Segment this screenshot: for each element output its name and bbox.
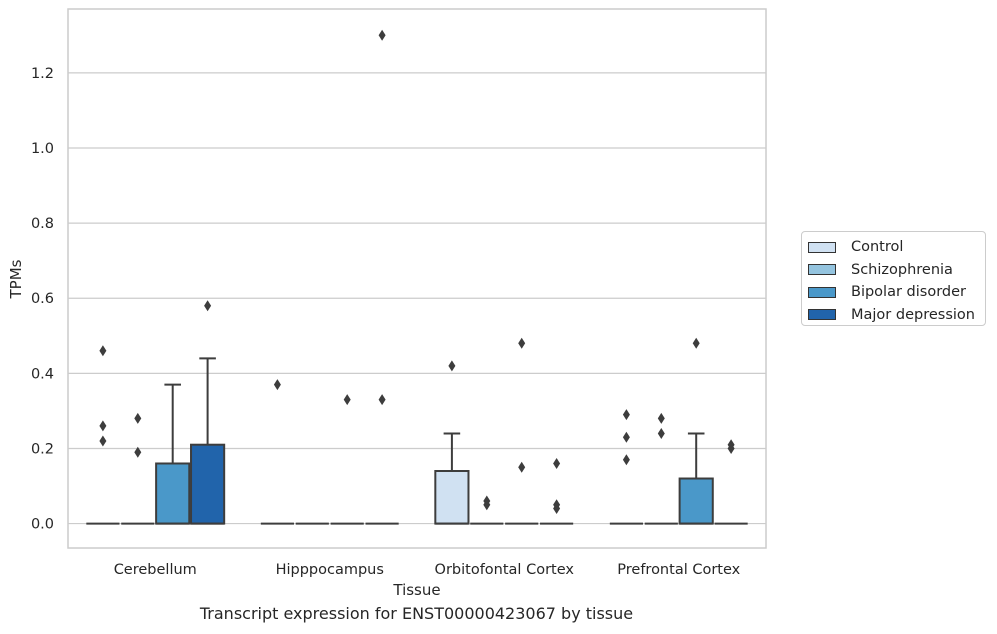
y-tick-label: 1.0 [31, 141, 54, 157]
x-tick-label: Orbitofontal Cortex [435, 562, 575, 578]
outlier-point [657, 427, 665, 439]
legend-swatch-major-depression [808, 309, 836, 321]
box [678, 477, 714, 525]
legend-item: Schizophrenia [808, 259, 985, 282]
box-series [86, 29, 748, 525]
outlier-point [99, 435, 107, 447]
outlier-point [692, 337, 700, 349]
legend-item: Major depression [808, 304, 985, 327]
legend: Control Schizophrenia Bipolar disorder M… [801, 231, 986, 326]
box [155, 462, 191, 525]
y-tick-label: 0.0 [31, 517, 54, 533]
x-tick-label: Cerebellum [114, 562, 197, 578]
legend-label: Control [851, 239, 904, 256]
outlier-point [378, 394, 386, 406]
figure-caption: Transcript expression for ENST0000042306… [199, 604, 634, 623]
legend-label: Bipolar disorder [851, 284, 966, 301]
y-tick-label: 0.2 [31, 441, 54, 457]
y-tick-label: 0.8 [31, 216, 54, 232]
outlier-point [622, 409, 630, 421]
outlier-point [134, 446, 142, 458]
legend-item: Control [808, 236, 985, 259]
legend-swatch-schizophrenia [808, 264, 836, 276]
outlier-point [343, 394, 351, 406]
outlier-point [727, 442, 735, 454]
legend-label: Major depression [851, 306, 975, 323]
legend-label: Schizophrenia [851, 261, 953, 278]
y-tick-label: 1.2 [31, 66, 54, 82]
x-tick-label: Hipppocampus [276, 562, 384, 578]
legend-item: Bipolar disorder [808, 281, 985, 304]
outlier-point [99, 345, 107, 357]
x-tick-labels: Cerebellum Hipppocampus Orbitofontal Corte… [114, 562, 741, 578]
outlier-point [622, 454, 630, 466]
plot-area [67, 8, 767, 549]
outlier-point [378, 29, 386, 41]
y-tick-labels: 0.0 0.2 0.4 0.6 0.8 1.0 1.2 [31, 66, 54, 533]
outlier-point [99, 420, 107, 432]
box [434, 470, 470, 525]
box [190, 443, 226, 525]
outlier-point [553, 457, 561, 469]
outlier-point [518, 337, 526, 349]
outlier-point [553, 503, 561, 515]
y-axis-label: TPMs [7, 259, 25, 299]
outlier-point [204, 300, 212, 312]
x-axis-label: Tissue [392, 581, 440, 599]
y-tick-label: 0.6 [31, 291, 54, 307]
x-tick-label: Prefrontal Cortex [617, 562, 740, 578]
outlier-point [518, 461, 526, 473]
outlier-point [622, 431, 630, 443]
y-tick-label: 0.4 [31, 366, 54, 382]
outlier-point [448, 360, 456, 372]
outlier-point [273, 379, 281, 391]
outlier-point [657, 412, 665, 424]
legend-swatch-bipolar-disorder [808, 286, 836, 298]
legend-swatch-control [808, 241, 836, 253]
outlier-point [134, 412, 142, 424]
outlier-point [483, 499, 491, 511]
